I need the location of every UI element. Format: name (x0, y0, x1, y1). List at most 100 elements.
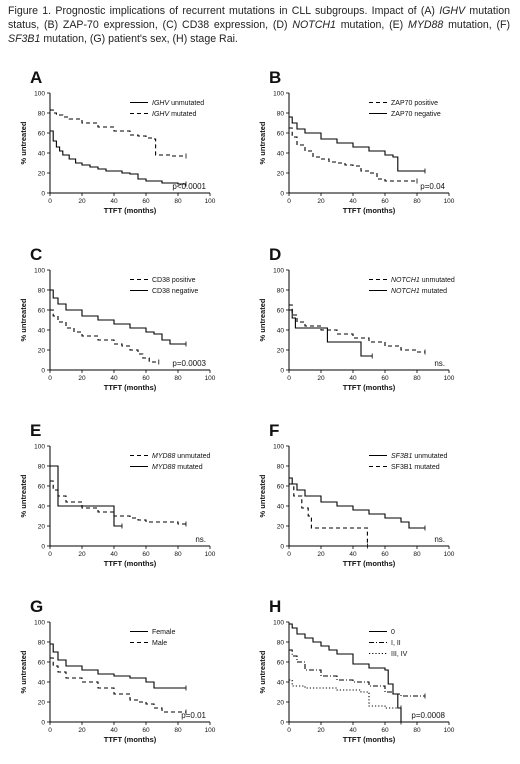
x-tick-label: 0 (287, 375, 291, 382)
x-tick-label: 100 (205, 727, 216, 734)
x-tick-label: 60 (142, 375, 150, 382)
x-tick-label: 40 (349, 198, 357, 205)
y-tick-label: 40 (277, 680, 285, 687)
x-tick-label: 80 (413, 375, 421, 382)
series-line (50, 130, 186, 185)
x-tick-label: 100 (444, 727, 455, 734)
x-tick-label: 0 (48, 198, 52, 205)
panel-letter: H (269, 597, 281, 616)
series-line (50, 480, 186, 525)
legend-label: MYD88 unmutated (152, 453, 210, 460)
y-tick-label: 20 (277, 348, 285, 355)
x-tick-label: 40 (349, 375, 357, 382)
y-tick-label: 60 (38, 308, 46, 315)
caption-segment: mutation, (F) (443, 19, 510, 31)
legend-label: IGHV mutated (152, 111, 196, 118)
y-tick-label: 60 (277, 484, 285, 491)
series-line (289, 116, 425, 172)
y-tick-label: 100 (34, 268, 45, 275)
series-line (289, 309, 373, 357)
series-line (50, 657, 186, 713)
x-tick-label: 60 (381, 551, 389, 558)
p-value-label: p=0.04 (420, 182, 445, 191)
x-axis-label: TTFT (months) (343, 206, 396, 215)
y-axis-label: % untreated (19, 298, 28, 341)
x-tick-label: 60 (381, 198, 389, 205)
y-tick-label: 100 (273, 91, 284, 98)
panel-H: H 0 20 40 60 80 100 0 20 40 60 80 100 TTFT (months) % … (258, 597, 455, 744)
series-line (289, 679, 401, 709)
y-tick-label: 0 (280, 368, 284, 375)
y-axis-label: % untreated (258, 121, 267, 164)
series-line (50, 643, 186, 689)
y-tick-label: 40 (38, 680, 46, 687)
y-tick-label: 20 (277, 171, 285, 178)
x-tick-label: 60 (381, 375, 389, 382)
y-tick-label: 100 (273, 444, 284, 451)
x-axis-label: TTFT (months) (343, 735, 396, 744)
x-tick-label: 20 (317, 727, 325, 734)
panel-A: A 0 20 40 60 80 100 0 20 40 60 80 100 TTFT (months) % … (19, 68, 216, 215)
p-value-label: ns. (195, 535, 206, 544)
legend-label: I, II (391, 640, 401, 647)
x-tick-label: 20 (317, 551, 325, 558)
x-tick-label: 100 (205, 551, 216, 558)
legend-label: ZAP70 negative (391, 111, 441, 118)
legend-label: Female (152, 629, 175, 636)
series-line (289, 649, 425, 697)
legend-label: IGHV unmutated (152, 100, 204, 107)
legend-label: NOTCH1 mutated (391, 288, 447, 295)
panel-letter: E (30, 421, 41, 440)
x-tick-label: 60 (381, 727, 389, 734)
x-tick-label: 60 (142, 727, 150, 734)
panel-letter: F (269, 421, 279, 440)
caption-segment: IGHV (439, 5, 466, 17)
x-tick-label: 40 (110, 551, 118, 558)
y-tick-label: 80 (277, 640, 285, 647)
panel-D: D 0 20 40 60 80 100 0 20 40 60 80 100 TTFT (months) % … (258, 245, 455, 392)
y-tick-label: 0 (41, 191, 45, 198)
panel-B: B 0 20 40 60 80 100 0 20 40 60 80 100 TTFT (months) % … (258, 68, 455, 215)
y-tick-label: 100 (34, 444, 45, 451)
series-line (289, 304, 425, 353)
legend-label: MYD88 mutated (152, 464, 203, 471)
y-tick-label: 40 (38, 328, 46, 335)
caption-segment: Figure 1. Prognostic implications of rec… (8, 5, 440, 17)
legend-label: Male (152, 640, 167, 647)
y-axis-label: % untreated (19, 121, 28, 164)
x-tick-label: 60 (142, 198, 150, 205)
y-axis-label: % untreated (19, 474, 28, 517)
x-tick-label: 100 (205, 375, 216, 382)
x-axis-label: TTFT (months) (104, 735, 157, 744)
y-tick-label: 20 (38, 171, 46, 178)
legend-label: ZAP70 positive (391, 100, 438, 107)
y-tick-label: 100 (273, 620, 284, 627)
y-tick-label: 80 (38, 464, 46, 471)
x-tick-label: 40 (349, 551, 357, 558)
caption-segment: mutation, (G) patient's sex, (H) stage R… (40, 33, 238, 45)
y-tick-label: 0 (41, 544, 45, 551)
legend-label: SF3B1 unmutated (391, 453, 448, 460)
y-tick-label: 80 (38, 640, 46, 647)
x-tick-label: 20 (317, 198, 325, 205)
y-axis-label: % untreated (19, 650, 28, 693)
y-tick-label: 40 (277, 328, 285, 335)
legend-label: III, IV (391, 651, 408, 658)
x-axis-label: TTFT (months) (104, 206, 157, 215)
figure-caption: Figure 1. Prognostic implications of rec… (8, 4, 510, 46)
caption-segment: NOTCH1 (292, 19, 336, 31)
series-line (289, 127, 417, 182)
caption-segment: mutation status, (B) ZAP-70 expression, … (8, 5, 510, 31)
panel-G: G 0 20 40 60 80 100 0 20 40 60 80 100 TTFT (months) % … (19, 597, 216, 744)
y-axis-label: % untreated (258, 298, 267, 341)
y-tick-label: 100 (34, 91, 45, 98)
y-tick-label: 80 (38, 288, 46, 295)
panel-letter: C (30, 245, 42, 264)
x-tick-label: 0 (287, 727, 291, 734)
y-tick-label: 60 (38, 484, 46, 491)
y-tick-label: 100 (273, 268, 284, 275)
series-line (50, 289, 186, 345)
p-value-label: ns. (434, 359, 445, 368)
x-tick-label: 80 (174, 375, 182, 382)
y-tick-label: 60 (277, 131, 285, 138)
